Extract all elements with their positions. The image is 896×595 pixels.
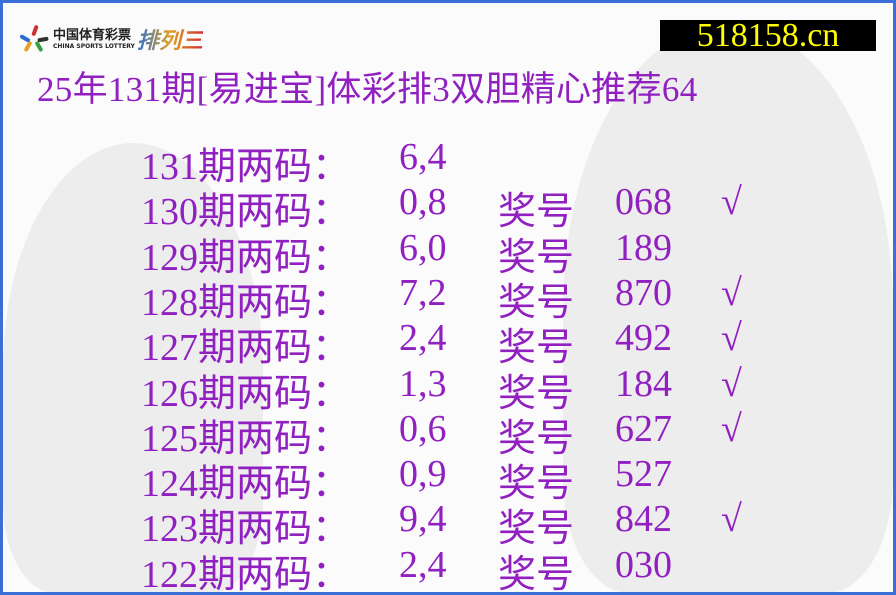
hit-check-icon: √ xyxy=(721,271,742,314)
codes: 1,3 xyxy=(399,362,447,405)
logo-brand: 排列三 xyxy=(137,23,203,55)
hit-check-icon: √ xyxy=(721,498,742,541)
prize-label: 奖号 xyxy=(498,372,575,415)
period-label: 131期两码： xyxy=(141,146,351,188)
codes: 6,0 xyxy=(399,226,447,269)
period-label: 124期两码： xyxy=(141,463,351,506)
prize-number: 627 xyxy=(615,407,672,450)
prize-label: 奖号 xyxy=(498,508,575,551)
background-figure-left xyxy=(3,143,263,592)
period-label: 126期两码： xyxy=(141,372,351,415)
prize-label: 奖号 xyxy=(498,236,575,279)
period-label: 123期两码： xyxy=(141,508,351,551)
hit-check-icon: √ xyxy=(721,407,742,450)
prize-number: 842 xyxy=(615,498,672,541)
hit-check-icon: √ xyxy=(721,317,742,360)
prize-label: 奖号 xyxy=(498,327,575,370)
codes: 0,8 xyxy=(399,181,447,224)
hit-check-icon: √ xyxy=(721,181,742,224)
prize-label: 奖号 xyxy=(498,417,575,460)
hit-check-icon: √ xyxy=(721,362,742,405)
prize-number: 492 xyxy=(615,317,672,360)
codes: 0,9 xyxy=(399,453,447,496)
period-label: 129期两码： xyxy=(141,236,351,279)
site-banner: 518158.cn xyxy=(660,19,876,53)
codes: 7,2 xyxy=(399,271,447,314)
period-label: 128期两码： xyxy=(141,281,351,324)
codes: 6,4 xyxy=(399,136,447,178)
period-label: 125期两码： xyxy=(141,417,351,460)
period-label: 122期两码： xyxy=(141,553,351,595)
prize-label: 奖号 xyxy=(498,281,575,324)
logo-text-en: CHINA SPORTS LOTTERY xyxy=(53,42,135,50)
prize-number: 189 xyxy=(615,226,672,269)
prize-label: 奖号 xyxy=(498,463,575,506)
codes: 0,6 xyxy=(399,407,447,450)
page-title: 25年131期[易进宝]体彩排3双胆精心推荐64 xyxy=(37,70,698,109)
prize-number: 184 xyxy=(615,362,672,405)
codes: 2,4 xyxy=(399,543,447,586)
logo-star-icon xyxy=(19,24,49,53)
background-figure-right xyxy=(563,23,893,592)
prize-number: 030 xyxy=(615,543,672,586)
period-label: 127期两码： xyxy=(141,327,351,370)
prize-number: 527 xyxy=(615,453,672,496)
logo-text-cn: 中国体育彩票 xyxy=(53,27,132,43)
prize-number: 870 xyxy=(615,271,672,314)
period-label: 130期两码： xyxy=(141,191,351,234)
prize-label: 奖号 xyxy=(498,553,575,595)
codes: 9,4 xyxy=(399,498,447,541)
lottery-logo: 中国体育彩票 CHINA SPORTS LOTTERY 排列三 xyxy=(19,23,203,55)
prize-label: 奖号 xyxy=(498,191,575,234)
prize-number: 068 xyxy=(615,181,672,224)
codes: 2,4 xyxy=(399,317,447,360)
